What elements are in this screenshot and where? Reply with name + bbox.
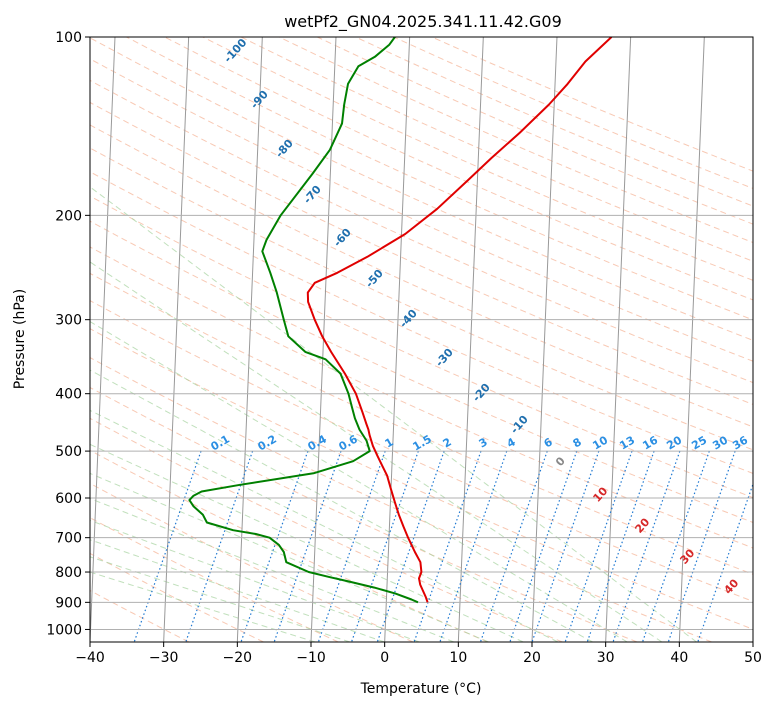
mixing-ratio-line — [439, 450, 508, 642]
mixing-ratio-line — [564, 450, 633, 642]
moist-adiabat-line — [90, 186, 697, 642]
moist-adiabat-line — [90, 571, 316, 642]
x-tick-label: 10 — [449, 650, 467, 666]
profile-series — [188, 37, 613, 604]
moist-adiabat-line — [90, 519, 420, 642]
mixing-ratio-line — [317, 450, 386, 642]
y-tick-label: 100 — [55, 30, 82, 46]
x-tick-label: −40 — [75, 650, 105, 666]
mixing-ratio-line — [509, 450, 578, 642]
moist-adiabat-line — [90, 321, 628, 642]
mixing-ratio-line — [531, 450, 600, 642]
dewpoint-line — [188, 37, 419, 604]
x-axis-label: Temperature (°C) — [360, 681, 482, 697]
moist-adiabat-line — [90, 409, 559, 642]
mixing-ratio-line — [133, 450, 202, 642]
y-tick-label: 500 — [55, 444, 82, 460]
dry-adiabat-line — [90, 328, 753, 630]
dry-adiabat-line — [126, 37, 753, 321]
x-tick-label: 0 — [380, 650, 389, 666]
background-lines — [90, 37, 753, 642]
mixing-ratio-line — [612, 450, 681, 642]
dry-adiabat-line — [90, 449, 488, 642]
mixing-ratio-line — [667, 450, 736, 642]
moist-adiabat-line — [90, 556, 350, 642]
plot-frame — [89, 36, 754, 643]
isotherm-line — [90, 37, 116, 642]
isotherm-line — [163, 37, 190, 642]
moist-adiabat-line — [90, 497, 454, 642]
dry-adiabat-line — [90, 220, 753, 523]
dry-adiabat-line — [90, 124, 753, 428]
x-tick-label: −10 — [296, 650, 326, 666]
mixing-ratio-line — [586, 450, 655, 642]
mixing-ratio-line — [273, 450, 342, 642]
y-tick-label: 700 — [55, 531, 82, 547]
y-tick-label: 900 — [55, 595, 82, 611]
temperature-line — [306, 37, 613, 603]
isotherm-line — [384, 37, 411, 642]
mixing-ratio-line — [697, 482, 753, 642]
mixing-ratio-line — [641, 450, 710, 642]
isotherm-line — [605, 37, 632, 642]
y-tick-label: 300 — [55, 313, 82, 329]
x-tick-label: 20 — [523, 650, 541, 666]
moist-adiabat-line — [90, 443, 524, 642]
dry-adiabat-line — [90, 386, 638, 642]
x-tick-label: 30 — [597, 650, 615, 666]
y-axis-label: Pressure (hPa) — [12, 289, 28, 389]
isotherm-line — [531, 37, 558, 642]
isotherm-line — [678, 37, 705, 642]
dry-adiabat-line — [164, 37, 753, 301]
mixing-ratio-line — [413, 450, 482, 642]
y-axis-ticks: 100 200 300 400 500 600 700 800 900 1000 — [46, 30, 90, 638]
mixing-ratio-line — [376, 450, 445, 642]
x-tick-label: 40 — [670, 650, 688, 666]
x-tick-label: 50 — [744, 650, 762, 666]
x-tick-label: −20 — [223, 650, 253, 666]
mixing-ratio-line — [185, 450, 254, 642]
isotherm-line — [457, 37, 484, 642]
chart-title: wetPf2_GN04.2025.341.11.42.G09 — [284, 12, 562, 32]
x-tick-label: −30 — [149, 650, 179, 666]
moist-adiabat-line — [90, 261, 663, 642]
dry-adiabat-line — [90, 195, 753, 499]
y-tick-label: 1000 — [46, 622, 82, 638]
mixing-ratio-line — [479, 450, 548, 642]
mixing-ratio-line — [350, 450, 419, 642]
x-axis-ticks: −40 −30 −20 −10 0 10 20 30 40 50 — [75, 642, 762, 666]
plot-background — [90, 37, 753, 642]
isotherm-line — [752, 629, 753, 642]
dry-adiabat-line — [90, 79, 753, 384]
isotherm-line — [236, 37, 263, 642]
y-tick-label: 600 — [55, 491, 82, 507]
moist-adiabat-line — [90, 369, 593, 642]
dry-adiabat-line — [90, 147, 753, 451]
y-tick-label: 200 — [55, 208, 82, 224]
y-tick-label: 400 — [55, 387, 82, 403]
mixing-ratio-line — [240, 450, 309, 642]
dry-adiabat-line — [90, 357, 712, 642]
dry-adiabat-line — [90, 58, 753, 362]
y-tick-label: 800 — [55, 565, 82, 581]
dry-adiabat-line — [90, 589, 190, 642]
